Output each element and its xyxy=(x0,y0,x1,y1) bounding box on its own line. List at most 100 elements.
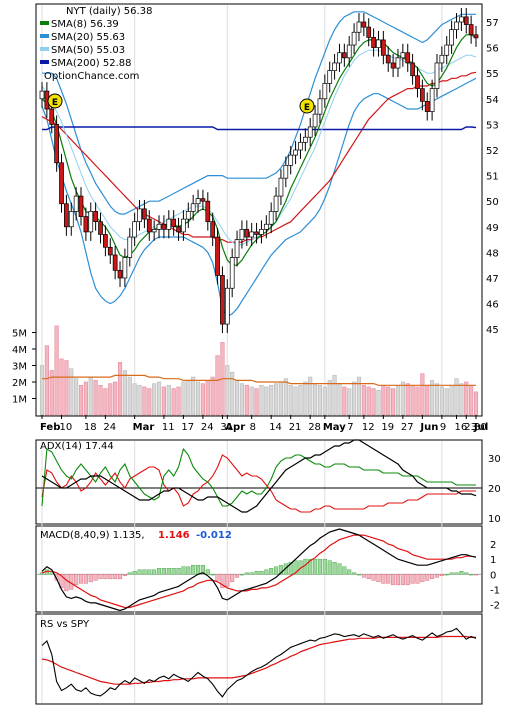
rs-panel-frame xyxy=(35,613,483,705)
macd-panel-frame xyxy=(35,525,483,613)
macd-histogram-bar xyxy=(454,572,459,575)
adx-plus-di-line xyxy=(41,447,476,507)
candle-body xyxy=(332,62,337,71)
macd-histogram-bar xyxy=(410,574,415,584)
candle-body xyxy=(307,126,313,138)
volume-bar xyxy=(347,388,352,416)
candle-body xyxy=(302,136,308,143)
adx-tick-label: 20 xyxy=(488,484,501,495)
candle-body xyxy=(39,90,45,100)
volume-bar xyxy=(161,386,166,416)
volume-bar xyxy=(239,383,244,416)
volume-bar xyxy=(410,385,415,416)
x-tick-label: Mar xyxy=(133,422,155,433)
macd-label: MACD(8,40,9) 1.135, xyxy=(40,530,145,541)
candle-body xyxy=(298,141,303,151)
volume-tick-label: 2M xyxy=(12,378,27,389)
legend-swatch-sma50 xyxy=(40,47,49,51)
volume-bar xyxy=(473,391,479,416)
macd-histogram-bar xyxy=(327,560,332,575)
macd-histogram-bar xyxy=(308,558,313,575)
volume-bar xyxy=(64,360,69,416)
x-tick-label: 24 xyxy=(201,422,214,433)
candle-body xyxy=(220,275,225,325)
macd-histogram-bar xyxy=(366,574,371,580)
macd-lines xyxy=(36,528,482,612)
legend-sma8: SMA(8) 56.39 xyxy=(51,19,119,30)
macd-histogram-bar xyxy=(108,574,113,580)
candle-body xyxy=(205,200,211,223)
volume-bar xyxy=(78,385,84,416)
volume-bar xyxy=(430,380,435,416)
macd-histogram-bar xyxy=(332,561,337,575)
volume-tick-label: 5M xyxy=(12,329,27,340)
volume-bar xyxy=(205,380,210,416)
macd-histogram-bar xyxy=(205,569,210,575)
volume-bar xyxy=(156,381,162,416)
x-tick-label: 27 xyxy=(401,422,414,433)
candle-body xyxy=(146,218,152,233)
candle-body xyxy=(454,21,459,31)
volume-bar xyxy=(49,370,54,416)
macd-histogram-bar xyxy=(415,574,420,584)
macd-histogram-bar xyxy=(313,558,318,575)
candle-body xyxy=(68,211,74,228)
volume-average-line xyxy=(42,374,476,386)
adx-line xyxy=(41,439,477,513)
macd-histogram-bar xyxy=(444,574,449,576)
macd-histogram-bar xyxy=(278,564,283,575)
macd-histogram-bar xyxy=(161,567,166,575)
x-tick-label: 11 xyxy=(162,422,175,433)
macd-histogram-bar xyxy=(152,569,157,575)
price-tick-label: 45 xyxy=(486,325,499,336)
adx-label: ADX(14) 17.44 xyxy=(40,441,114,452)
macd-histogram-bar xyxy=(337,563,342,575)
macd-histogram-bar xyxy=(215,574,220,581)
candle-body xyxy=(283,165,289,179)
svg-text:E: E xyxy=(52,98,58,108)
volume-bar xyxy=(361,385,366,416)
candle-body xyxy=(98,221,103,235)
macd-signal-line xyxy=(41,534,477,609)
candle-body xyxy=(420,88,425,102)
volume-bar xyxy=(420,373,425,416)
candle-body xyxy=(380,39,386,56)
macd-histogram-bar xyxy=(132,571,137,575)
volume-bar xyxy=(166,385,171,416)
macd-histogram-bar xyxy=(156,567,162,575)
candle-body xyxy=(54,124,59,164)
volume-bar xyxy=(108,383,113,416)
volume-bar xyxy=(464,381,469,416)
macd-histogram-bar xyxy=(434,574,440,578)
candle-body xyxy=(434,62,440,89)
volume-bar xyxy=(322,386,327,416)
volume-bar xyxy=(454,378,459,416)
volume-bar xyxy=(93,380,98,416)
x-tick-label: Jul xyxy=(473,422,488,433)
volume-bar xyxy=(88,376,93,416)
rs-label: RS vs SPY xyxy=(40,619,90,630)
macd-histogram-bar xyxy=(420,574,425,583)
macd-histogram-bar xyxy=(200,564,205,575)
candle-body xyxy=(263,223,269,230)
candle-body xyxy=(190,203,196,212)
x-tick-label: 19 xyxy=(381,422,394,433)
candle-body xyxy=(259,229,264,235)
svg-text:E: E xyxy=(304,103,310,113)
macd-histogram-bar xyxy=(400,574,405,586)
macd-line xyxy=(41,528,477,612)
macd-histogram-bar xyxy=(264,569,269,575)
x-tick-label: May xyxy=(323,422,346,433)
candle-body xyxy=(112,254,118,271)
x-tick-label: Jun xyxy=(419,422,438,433)
macd-histogram-bar xyxy=(122,574,127,577)
candle-body xyxy=(371,37,376,48)
candle-body xyxy=(224,287,230,325)
macd-histogram-bar xyxy=(439,574,444,577)
volume-bar xyxy=(308,376,313,416)
x-tick-label: 17 xyxy=(181,422,194,433)
sma20-line xyxy=(41,49,477,246)
adx-tick-label: 10 xyxy=(488,514,501,525)
macd-histogram-bar xyxy=(113,574,118,580)
